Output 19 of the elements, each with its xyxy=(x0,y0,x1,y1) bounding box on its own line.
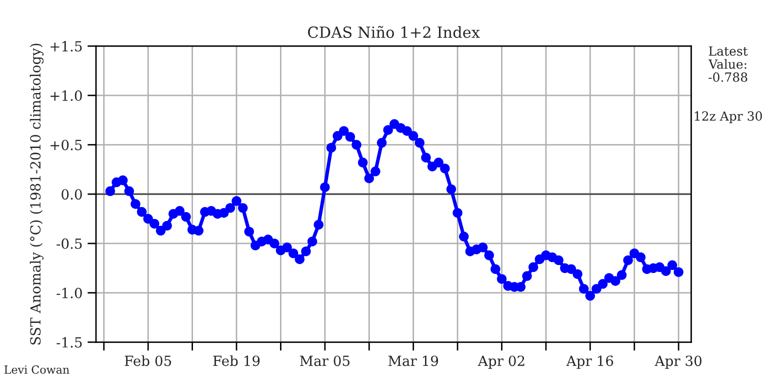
y-tick-label: -1.5 xyxy=(56,337,82,348)
text: Latest Value: -0.788 xyxy=(708,46,748,82)
text: Levi Cowan xyxy=(4,365,70,374)
x-tick-label: Mar 19 xyxy=(388,356,438,366)
text: 12z Apr 30 xyxy=(694,111,762,124)
y-axis-title: SST Anomaly (°C) (1981-2010 climatology) xyxy=(30,44,44,344)
x-tick-label: Apr 16 xyxy=(566,356,614,369)
y-tick-label: +1.0 xyxy=(50,90,82,101)
x-tick-label: Mar 05 xyxy=(300,356,350,366)
y-tick-label: -0.5 xyxy=(56,238,82,249)
x-tick-label: Feb 19 xyxy=(213,355,260,366)
chart-title: CDAS Niño 1+2 Index xyxy=(308,26,480,38)
y-tick-label: 0.0 xyxy=(62,189,82,200)
x-tick-label: Apr 30 xyxy=(654,356,702,369)
y-tick-label: +0.5 xyxy=(50,140,82,150)
y-tick-label: -1.0 xyxy=(56,288,82,298)
x-tick-label: Apr 02 xyxy=(478,356,524,369)
y-tick-label: +1.5 xyxy=(50,41,82,52)
x-tick-label: Feb 05 xyxy=(124,355,172,366)
